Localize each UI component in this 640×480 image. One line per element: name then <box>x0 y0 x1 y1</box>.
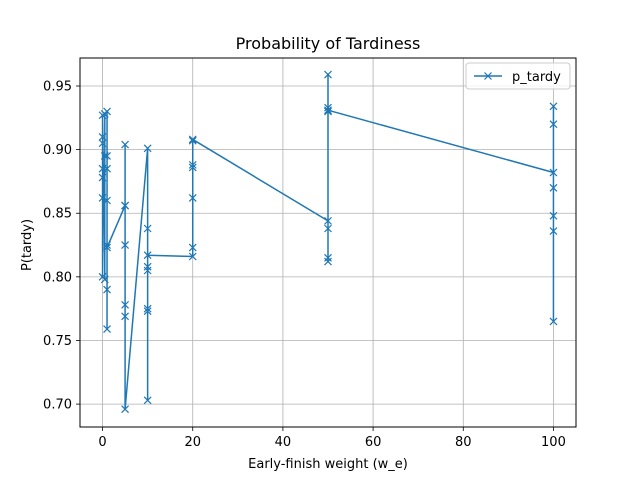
data-point <box>143 396 152 405</box>
y-tick-label: 0.85 <box>43 207 72 222</box>
x-tick-label: 0 <box>98 435 106 450</box>
x-tick-label: 100 <box>541 435 566 450</box>
data-point <box>143 307 152 316</box>
data-point <box>324 253 332 262</box>
data-point <box>103 107 111 116</box>
data-point <box>121 312 130 321</box>
y-tick-label: 0.70 <box>43 398 72 413</box>
data-point <box>324 216 332 225</box>
data-point <box>103 164 111 173</box>
data-point <box>98 194 107 202</box>
data-point <box>143 251 152 260</box>
data-point <box>188 160 197 169</box>
data-point <box>103 243 111 252</box>
series-markers <box>98 70 558 414</box>
data-point <box>549 102 558 111</box>
data-point <box>103 196 111 205</box>
data-point <box>121 201 130 210</box>
chart-title: Probability of Tardiness <box>236 34 421 53</box>
data-point <box>188 243 197 252</box>
data-point <box>324 103 332 112</box>
data-point <box>121 241 130 249</box>
data-point <box>188 252 197 261</box>
data-point <box>324 70 332 79</box>
data-point <box>121 405 130 414</box>
legend-x-marker <box>484 72 492 80</box>
data-point <box>100 152 109 160</box>
y-tick-label: 0.75 <box>43 334 72 349</box>
data-point <box>549 120 558 129</box>
data-point <box>549 211 558 220</box>
data-point <box>98 173 107 182</box>
data-point <box>324 224 332 233</box>
data-point <box>143 224 152 233</box>
data-point <box>549 317 558 326</box>
x-axis-label: Early-finish weight (w_e) <box>248 457 408 472</box>
data-point <box>98 132 107 141</box>
y-tick-label: 0.80 <box>43 270 72 285</box>
data-point <box>103 325 111 333</box>
data-point <box>143 266 152 275</box>
data-point <box>549 183 558 192</box>
y-tick-label: 0.90 <box>43 143 72 158</box>
x-tick-label: 60 <box>365 435 382 450</box>
data-point <box>103 285 111 294</box>
legend-label: p_tardy <box>512 70 561 85</box>
plot-frame <box>79 57 577 428</box>
legend-box <box>465 62 571 90</box>
y-axis: 0.70 0.75 0.80 0.85 0.90 0.95 <box>43 79 80 413</box>
data-point <box>121 140 130 149</box>
data-point <box>103 241 111 249</box>
y-tick-label: 0.95 <box>43 79 72 94</box>
x-tick-label: 80 <box>455 435 472 450</box>
data-point <box>188 194 197 202</box>
data-point <box>98 139 107 148</box>
x-tick-label: 40 <box>275 435 292 450</box>
data-point <box>121 300 130 309</box>
x-tick-label: 20 <box>184 435 201 450</box>
data-point <box>324 107 332 116</box>
x-axis: 0 20 40 60 80 100 <box>98 427 566 450</box>
data-point <box>549 227 558 235</box>
data-point <box>188 136 197 145</box>
data-point <box>143 262 152 271</box>
y-axis-label: P(tardy) <box>20 219 35 271</box>
legend-marker-icon <box>484 72 492 80</box>
legend: p_tardy <box>465 62 571 90</box>
data-point <box>143 144 152 153</box>
data-point <box>188 163 197 172</box>
data-point <box>143 304 152 313</box>
data-point <box>549 168 558 177</box>
data-point <box>188 135 197 144</box>
data-point <box>103 152 111 160</box>
data-point <box>324 106 332 115</box>
data-point <box>324 257 332 266</box>
data-point <box>100 275 109 284</box>
